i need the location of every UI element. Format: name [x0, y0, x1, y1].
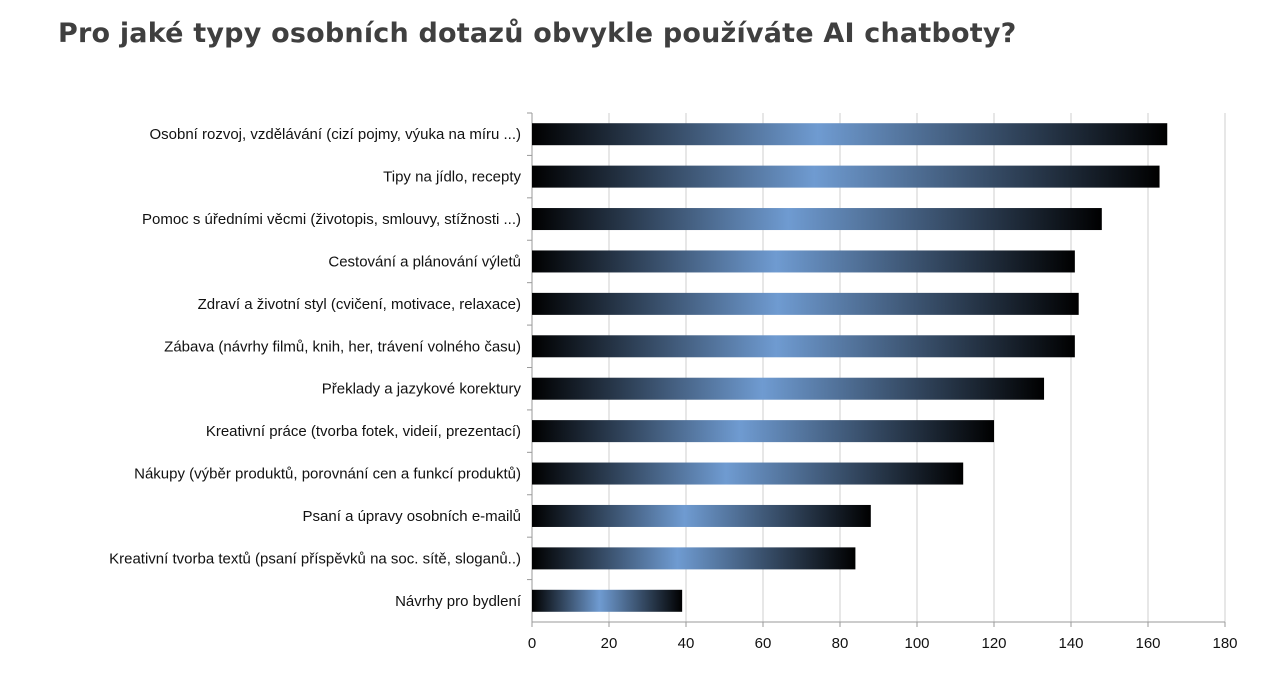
bar — [532, 335, 1075, 358]
category-label: Nákupy (výběr produktů, porovnání cen a … — [134, 466, 521, 483]
label-layer: Osobní rozvoj, vzdělávání (cizí pojmy, v… — [109, 126, 522, 610]
category-label: Zábava (návrhy filmů, knih, her, trávení… — [164, 338, 521, 355]
bar — [532, 462, 964, 485]
x-tick-label: 80 — [832, 635, 849, 652]
bar — [532, 547, 856, 570]
bar-layer — [532, 123, 1168, 612]
category-label: Psaní a úpravy osobních e-mailů — [303, 508, 521, 525]
category-label: Kreativní práce (tvorba fotek, videií, p… — [206, 423, 521, 440]
tick-layer: 0 20 40 60 80 100 120 140 160 180 — [528, 635, 1238, 652]
grid-layer — [608, 113, 1226, 622]
x-tick-label: 120 — [981, 635, 1006, 652]
bar — [532, 589, 683, 612]
bar — [532, 504, 871, 527]
x-tick-label: 60 — [755, 635, 772, 652]
x-tick-label: 40 — [678, 635, 695, 652]
category-label: Cestování a plánování výletů — [328, 253, 521, 270]
x-tick-label: 140 — [1058, 635, 1083, 652]
category-label: Návrhy pro bydlení — [395, 593, 522, 610]
x-tick-label: 100 — [904, 635, 929, 652]
x-tick-label: 160 — [1135, 635, 1160, 652]
category-label: Osobní rozvoj, vzdělávání (cizí pojmy, v… — [149, 126, 521, 143]
x-tick-label: 20 — [601, 635, 618, 652]
category-label: Zdraví a životní styl (cvičení, motivace… — [198, 296, 521, 313]
bar — [532, 250, 1075, 273]
page-title: Pro jaké typy osobních dotazů obvykle po… — [58, 18, 1017, 49]
category-label: Kreativní tvorba textů (psaní příspěvků … — [109, 550, 521, 567]
x-tick-label: 180 — [1212, 635, 1237, 652]
category-label: Překlady a jazykové korektury — [322, 381, 522, 398]
bar — [532, 208, 1102, 231]
axis-layer — [527, 112, 1226, 627]
bar — [532, 377, 1045, 400]
x-tick-label: 0 — [528, 635, 536, 652]
bar — [532, 123, 1168, 146]
bar — [532, 165, 1160, 188]
category-label: Tipy na jídlo, recepty — [383, 169, 521, 186]
bar — [532, 292, 1079, 315]
category-label: Pomoc s úředními věcmi (životopis, smlou… — [142, 211, 521, 228]
bar — [532, 420, 994, 443]
